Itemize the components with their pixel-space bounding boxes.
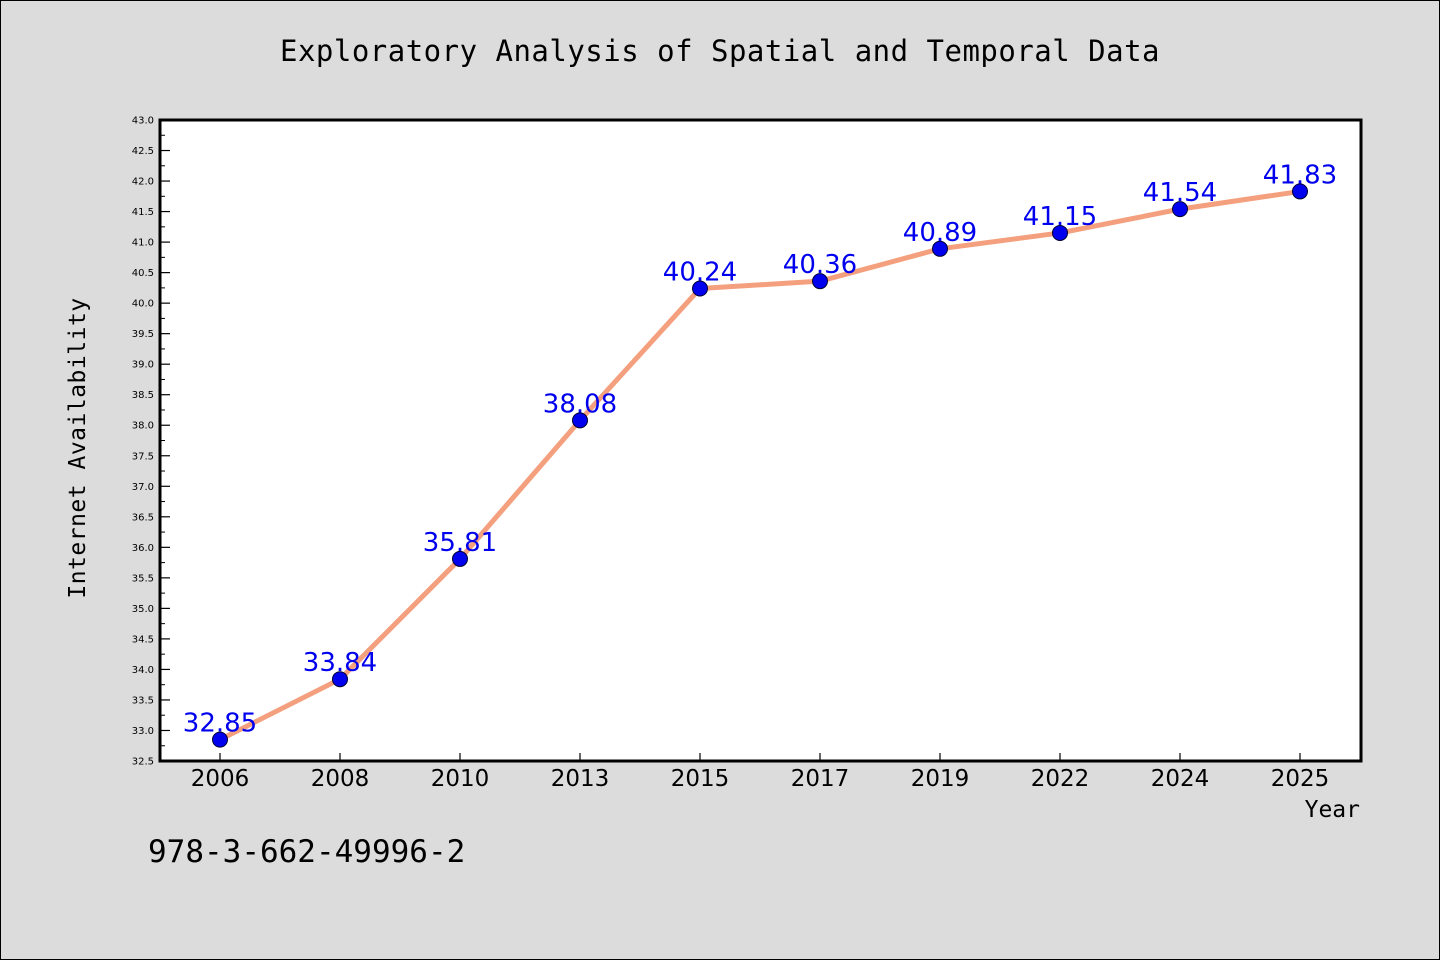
x-tick-label: 2024 bbox=[1151, 766, 1210, 792]
y-tick-label: 34.5 bbox=[132, 634, 154, 645]
data-point bbox=[692, 280, 708, 297]
y-tick-label: 32.5 bbox=[132, 757, 154, 768]
data-point bbox=[1292, 183, 1308, 200]
data-label: 41.83 bbox=[1263, 160, 1337, 190]
data-label: 41.54 bbox=[1143, 178, 1217, 208]
data-label: 35.81 bbox=[423, 528, 497, 558]
y-tick-label: 36.0 bbox=[132, 543, 154, 554]
data-point bbox=[332, 671, 348, 688]
x-tick-label: 2010 bbox=[431, 766, 490, 792]
data-point bbox=[812, 273, 828, 290]
x-axis-label: Year bbox=[1304, 797, 1360, 823]
y-tick-label: 39.5 bbox=[132, 329, 154, 340]
plot-area bbox=[160, 120, 1361, 761]
data-point bbox=[572, 412, 588, 429]
y-tick-label: 38.5 bbox=[132, 390, 154, 401]
data-label: 40.24 bbox=[663, 257, 737, 287]
y-tick-label: 39.0 bbox=[132, 360, 154, 371]
y-tick-label: 42.0 bbox=[132, 177, 154, 188]
data-point bbox=[932, 240, 948, 257]
data-label: 41.15 bbox=[1023, 202, 1097, 232]
y-tick-label: 40.5 bbox=[132, 268, 154, 279]
x-tick-label: 2008 bbox=[311, 766, 370, 792]
isbn-footnote: 978-3-662-49996-2 bbox=[148, 834, 466, 870]
y-tick-label: 35.5 bbox=[132, 573, 154, 584]
x-tick-label: 2015 bbox=[671, 766, 730, 792]
y-tick-label: 41.5 bbox=[132, 207, 154, 218]
x-tick-label: 2013 bbox=[551, 766, 610, 792]
data-point bbox=[1052, 224, 1068, 241]
y-tick-label: 40.0 bbox=[132, 299, 154, 310]
data-point bbox=[212, 731, 228, 748]
y-tick-label: 43.0 bbox=[132, 116, 154, 127]
y-tick-label: 35.0 bbox=[132, 604, 154, 615]
data-label: 32.85 bbox=[183, 709, 257, 739]
y-tick-label: 36.5 bbox=[132, 512, 154, 523]
y-tick-label: 41.0 bbox=[132, 238, 154, 249]
data-point bbox=[452, 550, 468, 567]
data-label: 40.89 bbox=[903, 218, 977, 248]
y-tick-label: 37.5 bbox=[132, 451, 154, 462]
y-tick-label: 34.0 bbox=[132, 665, 154, 676]
x-tick-label: 2022 bbox=[1031, 766, 1090, 792]
x-tick-label: 2019 bbox=[911, 766, 970, 792]
y-tick-label: 42.5 bbox=[132, 146, 154, 157]
y-tick-label: 33.0 bbox=[132, 726, 154, 737]
x-tick-label: 2025 bbox=[1271, 766, 1330, 792]
data-label: 38.08 bbox=[543, 389, 617, 419]
x-tick-label: 2006 bbox=[191, 766, 250, 792]
plot-border bbox=[158, 118, 1363, 763]
data-point bbox=[1172, 201, 1188, 218]
x-tick-label: 2017 bbox=[791, 766, 850, 792]
y-tick-label: 38.0 bbox=[132, 421, 154, 432]
data-label: 33.84 bbox=[303, 648, 377, 678]
series-line bbox=[217, 188, 1303, 743]
data-label: 40.36 bbox=[783, 250, 857, 280]
chart-title: Exploratory Analysis of Spatial and Temp… bbox=[279, 34, 1160, 68]
y-tick-label: 33.5 bbox=[132, 695, 154, 706]
y-tick-label: 37.0 bbox=[132, 482, 154, 493]
